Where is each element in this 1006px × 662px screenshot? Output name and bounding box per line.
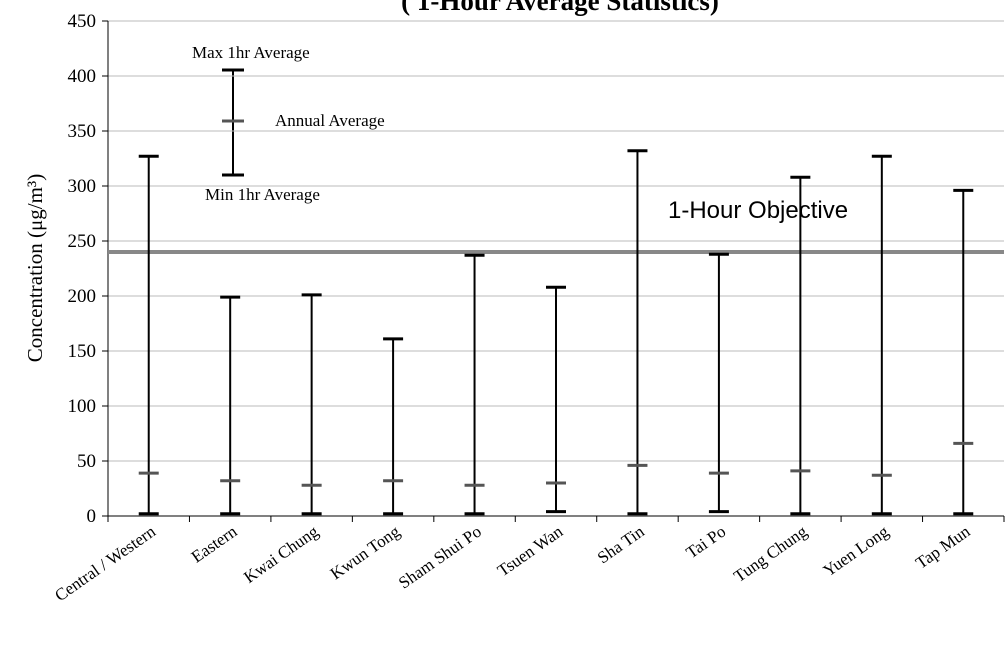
x-tick-label: Tap Mun — [912, 521, 974, 572]
x-tick-label: Kwun Tong — [327, 521, 404, 583]
y-axis-label: Concentration (μg/m³) — [23, 174, 47, 362]
y-tick-label: 300 — [68, 176, 97, 197]
y-tick-label: 400 — [68, 66, 97, 87]
x-tick-label: Eastern — [188, 521, 241, 566]
objective-label: 1-Hour Objective — [668, 197, 848, 224]
x-tick-label: Sha Tin — [594, 521, 648, 567]
legend-label: Max 1hr Average — [192, 43, 310, 62]
y-tick-label: 0 — [87, 506, 97, 527]
legend-label: Annual Average — [275, 111, 385, 130]
y-tick-label: 250 — [68, 231, 97, 252]
x-tick-label: Tsuen Wan — [494, 521, 567, 580]
x-tick-label: Central / Western — [51, 521, 159, 605]
y-tick-label: 200 — [68, 286, 97, 307]
x-tick-label: Tung Chung — [730, 521, 811, 586]
x-tick-label: Kwai Chung — [240, 521, 322, 586]
y-tick-label: 350 — [68, 121, 97, 142]
chart-title: ( 1-Hour Average Statistics) — [401, 0, 719, 16]
y-tick-label: 50 — [77, 451, 96, 472]
x-tick-label: Sham Shui Po — [395, 522, 485, 593]
x-tick-label: Tai Po — [683, 522, 730, 563]
y-tick-label: 450 — [68, 11, 97, 32]
x-tick-label: Yuen Long — [820, 521, 893, 580]
legend-label: Min 1hr Average — [205, 185, 320, 204]
y-tick-label: 150 — [68, 341, 97, 362]
y-tick-label: 100 — [68, 396, 97, 417]
